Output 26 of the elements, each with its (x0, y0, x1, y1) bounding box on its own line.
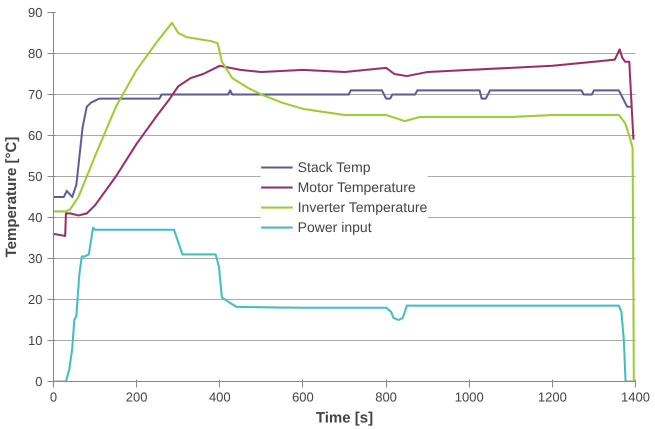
line-series (54, 89, 632, 198)
y-tick-label: 80 (28, 46, 43, 61)
y-tick-label: 20 (28, 292, 43, 307)
x-axis-title: Time [s] (316, 410, 374, 426)
y-tick-label: 90 (28, 5, 43, 20)
legend-label: Power input (298, 218, 372, 234)
y-tick-label: 50 (28, 169, 43, 184)
x-tick-label: 800 (375, 390, 397, 404)
y-tick-label: 30 (28, 251, 43, 266)
x-tick-label: 1000 (454, 390, 484, 404)
y-axis-title: Temperature [°C] (3, 136, 20, 258)
x-tick-label: 600 (292, 390, 314, 404)
line-series (54, 48, 634, 237)
legend-label: Stack Temp (298, 158, 371, 174)
legend-label: Inverter Temperature (298, 198, 428, 214)
y-tick-label: 60 (28, 128, 43, 143)
y-tick-label: 10 (28, 333, 43, 348)
y-tick-label: 40 (28, 210, 43, 225)
x-tick-label: 1400 (621, 390, 650, 404)
y-tick-label: 0 (35, 374, 43, 389)
y-tick-label: 70 (28, 87, 43, 102)
x-tick-label: 1200 (538, 390, 567, 404)
x-tick-label: 400 (208, 390, 231, 404)
x-tick-label: 200 (126, 390, 148, 404)
legend-label: Motor Temperature (298, 178, 416, 194)
x-tick-label: 0 (50, 390, 58, 404)
